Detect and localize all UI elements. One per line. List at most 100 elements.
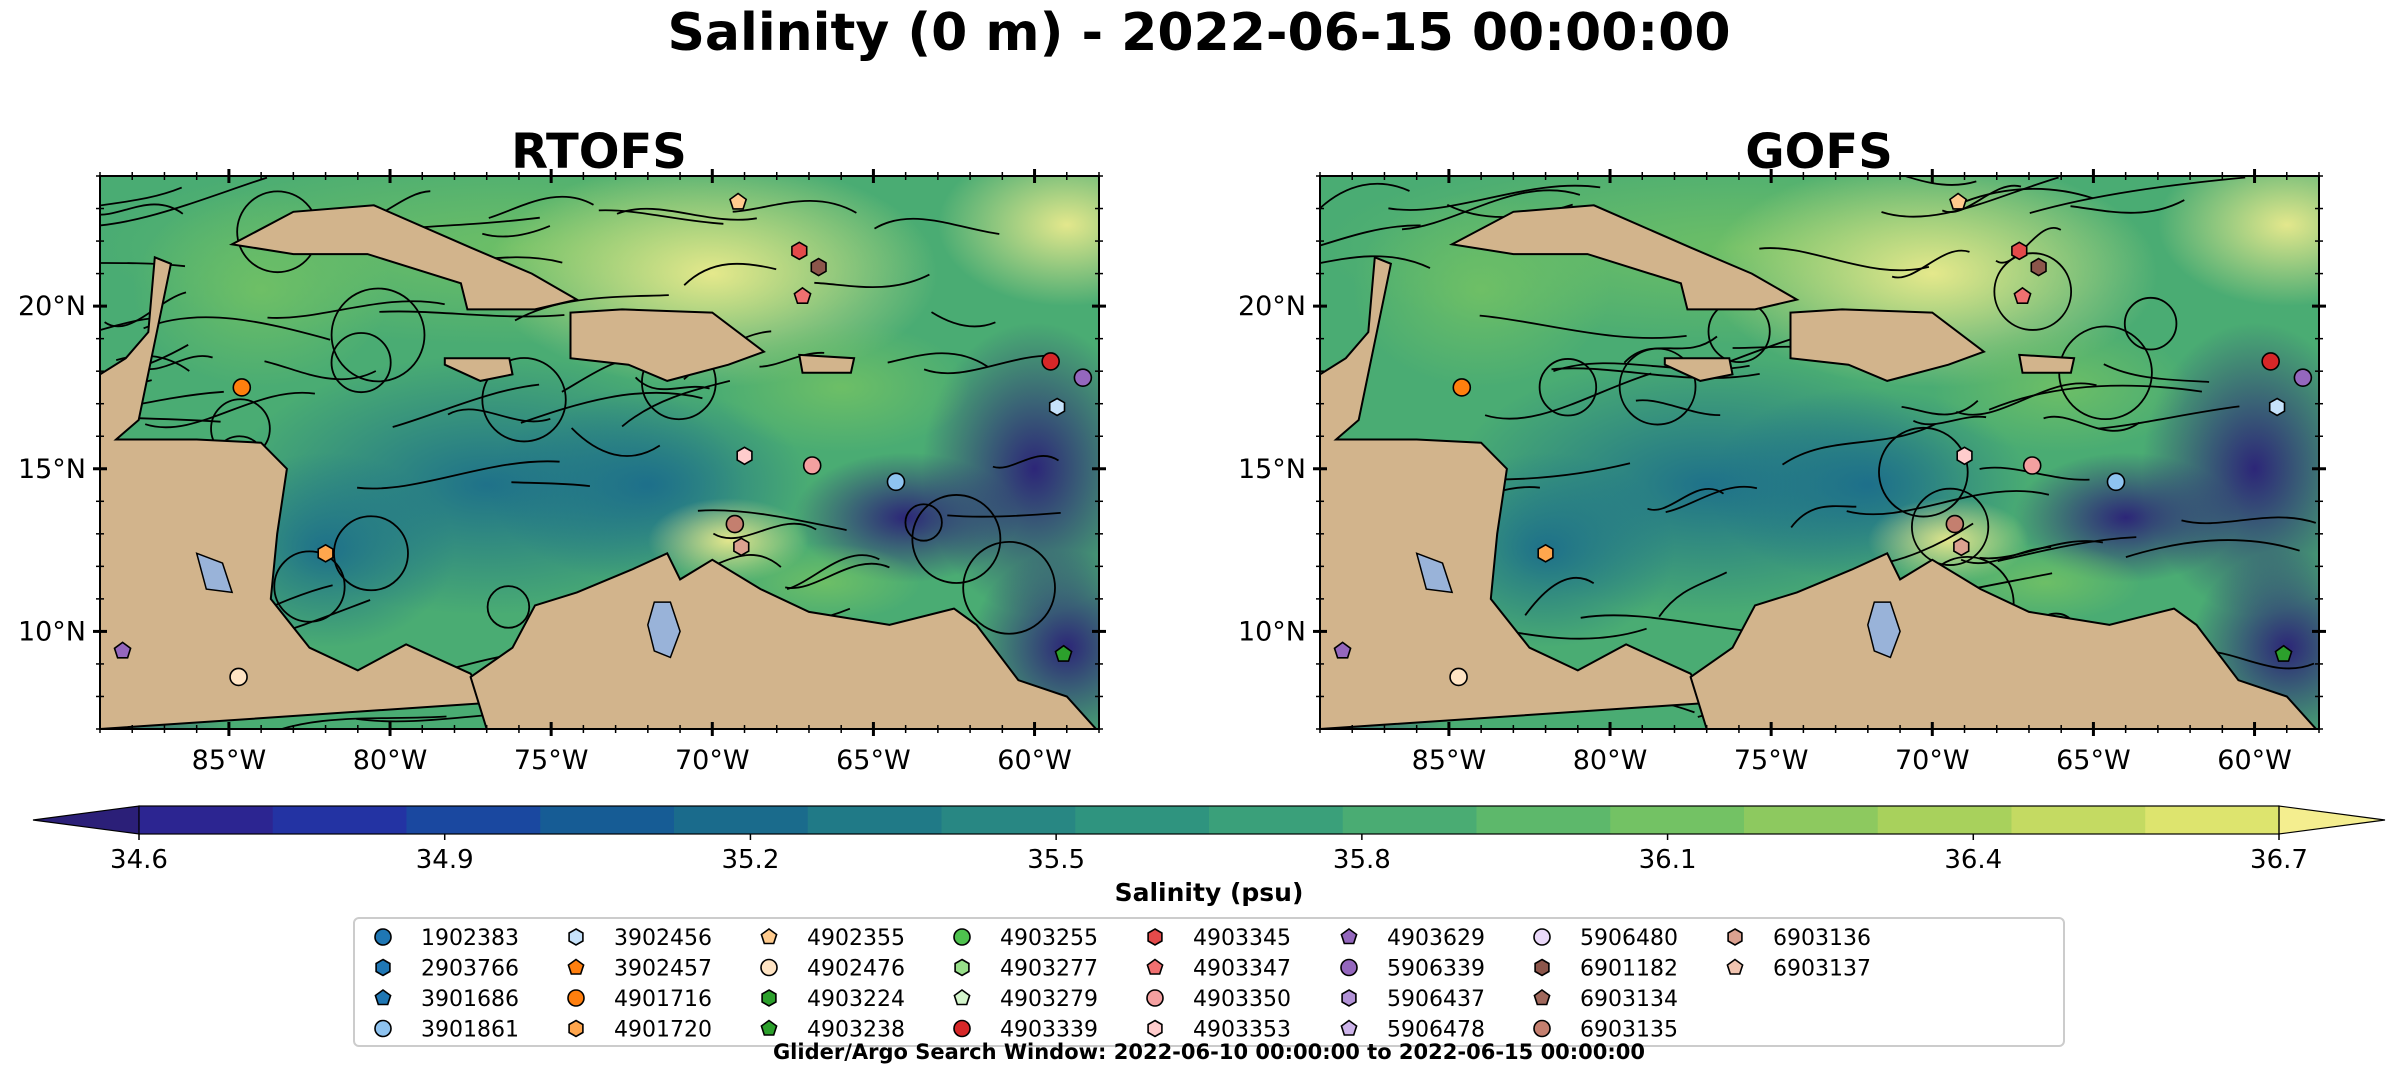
x-tick-label: 60°W [2217,745,2292,776]
legend-item: 5906478 [1340,1018,1485,1043]
streamline [697,509,847,531]
streamline [598,209,724,225]
legend-marker-5906480 [1533,928,1551,946]
legend-item: 4903339 [953,1018,1098,1043]
legend-item: 3902457 [567,957,712,982]
map-axes: 85°W 80°W 75°W 70°W 65°W 60°W 10°N 15°N 20°N [1238,169,2326,776]
legend-item: 4903629 [1340,926,1485,951]
streamline [718,554,782,568]
eddy-streamline [330,287,426,383]
streamline [1658,571,1728,618]
colorbar-segment [1476,806,1611,834]
figure-title: Salinity (0 m) - 2022-06-15 00:00:00 [667,3,1730,63]
legend-label: 2903766 [421,957,519,982]
land [1448,204,1800,311]
colorbar-segment [674,806,809,834]
streamline [1846,490,2050,516]
legend-marker-4903345 [1147,928,1163,946]
streamline [1902,176,1977,186]
eddy-streamline [1993,252,2073,331]
legend-marker-5906339 [1340,958,1358,977]
float-marker-4903339 [2261,352,2280,371]
legend-item: 5906339 [1340,957,1485,982]
lake [195,552,234,594]
streamline [1955,382,2097,416]
legend-label: 4903629 [1387,926,1485,951]
legend-marker-4903339 [953,1019,971,1038]
streamline [100,317,157,332]
x-tick-label: 70°W [675,745,750,776]
streamline [1912,415,1987,426]
streamline [100,186,183,207]
land [1789,308,1986,382]
eddy-streamline [911,494,1002,584]
streamline [511,481,591,487]
streamline [1891,249,1970,279]
legend-marker-3901861 [374,1019,392,1038]
streamline [447,408,551,423]
eddy-streamline [486,585,531,629]
streamline [786,554,880,591]
x-tick-label: 80°W [353,745,428,776]
salinity-map-rtofs [100,176,1099,729]
float-marker-4901716 [1452,378,1472,397]
colorbar-segment [406,806,541,834]
legend-marker-4903277 [954,958,970,977]
float-marker-3902456 [1048,397,1066,417]
float-marker-4903629 [1333,641,1352,659]
colorbar-tick-label: 34.6 [110,845,168,875]
float-marker-4903347 [793,286,812,305]
lake [1415,552,1454,594]
streamline [1484,372,1652,420]
streamline [785,562,890,589]
legend-label: 4903353 [1193,1018,1291,1043]
legend-item: 4903255 [953,926,1098,951]
streamline [570,427,661,457]
float-marker-4901716 [232,378,252,397]
streamline [2125,539,2300,558]
x-tick-label: 60°W [997,745,1072,776]
streamline [379,310,565,318]
streamline [1988,384,2203,411]
legend-label: 4901720 [614,1018,712,1043]
legend-box [353,917,2065,1047]
legend-label: 4903279 [1000,987,1098,1012]
legend-marker-4903224 [761,989,777,1007]
x-tick-label: 65°W [836,745,911,776]
streamline [1759,247,1930,272]
eddy-streamline [962,540,1056,635]
legend-marker-4902355 [760,928,778,945]
float-marker-4903345 [791,241,808,261]
legend-label: 5906339 [1387,957,1485,982]
land [443,357,514,382]
legend-item: 3901686 [374,987,519,1012]
eddy-streamline [273,550,346,623]
land [2018,353,2076,374]
streamline [392,383,540,428]
float-marker-5906339 [2293,368,2313,387]
streamline [104,291,187,328]
float-marker-4902476 [1449,667,1468,687]
colorbar-tick-label: 36.4 [1944,845,2002,875]
legend-label: 1902383 [421,926,519,951]
float-marker-4903347 [2013,286,2032,305]
legend-marker-4903279 [953,989,971,1006]
float-marker-6903135 [725,514,745,534]
legend-item: 2903766 [375,957,519,982]
streamline [1401,189,1581,231]
eddy-streamline [1878,426,1969,518]
streamline [482,225,551,238]
eddy-streamline [2123,296,2178,351]
legend-marker-4903347 [1146,958,1164,975]
y-tick-label: 10°N [18,616,86,647]
colorbar-tick-label: 36.7 [2250,845,2308,875]
streamline [1997,536,2137,563]
streamline [1320,182,1410,210]
float-marker-4901720 [1537,543,1554,563]
streamline [1551,367,1760,379]
legend-item: 4903345 [1147,926,1291,951]
legend-marker-4903353 [1147,1019,1163,1038]
float-marker-4903353 [736,446,753,466]
float-markers [113,192,1093,687]
legend-item: 3902456 [568,926,712,951]
